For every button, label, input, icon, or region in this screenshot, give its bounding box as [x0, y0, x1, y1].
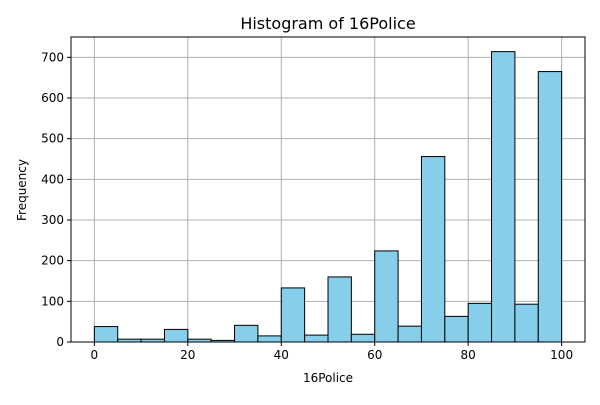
x-tick-label: 60: [367, 348, 382, 362]
axes-frame: [70, 36, 586, 343]
histogram-bar: [257, 335, 282, 343]
histogram-bar: [350, 333, 376, 343]
y-tick-label: 400: [41, 172, 64, 186]
x-tick-label: 20: [180, 348, 195, 362]
histogram-bar: [234, 324, 259, 343]
x-tick-label: 40: [274, 348, 289, 362]
histogram-bar: [537, 71, 563, 343]
y-tick-label: 0: [56, 335, 64, 349]
histogram-bar: [304, 334, 329, 343]
y-tick-label: 700: [41, 50, 64, 64]
x-axis-ticks: 0 20 40 60 80 100: [91, 342, 573, 362]
y-tick-label: 500: [41, 132, 64, 146]
y-tick-label: 600: [41, 91, 64, 105]
histogram-bar: [327, 276, 352, 343]
histogram-bar: [280, 287, 306, 343]
chart-title: Histogram of 16Police: [240, 14, 415, 33]
x-tick-label: 80: [461, 348, 476, 362]
histogram-bars: [93, 51, 563, 343]
y-axis-ticks: 0 100 200 300 400 500 600 700: [41, 50, 71, 349]
histogram-bar: [491, 51, 516, 343]
x-axis-label: 16Police: [303, 371, 353, 385]
y-tick-label: 200: [41, 254, 64, 268]
y-tick-label: 300: [41, 213, 64, 227]
x-tick-label: 100: [550, 348, 573, 362]
histogram-bar: [93, 326, 119, 343]
x-tick-label: 0: [91, 348, 99, 362]
histogram-bar: [163, 328, 189, 343]
y-tick-label: 100: [41, 294, 64, 308]
y-axis-label: Frequency: [15, 159, 29, 221]
histogram-bar: [420, 156, 446, 343]
histogram-bar: [397, 325, 422, 343]
histogram-bar: [374, 250, 399, 343]
histogram-bar: [514, 303, 539, 343]
histogram-bar: [444, 315, 469, 343]
histogram-bar: [467, 302, 493, 343]
